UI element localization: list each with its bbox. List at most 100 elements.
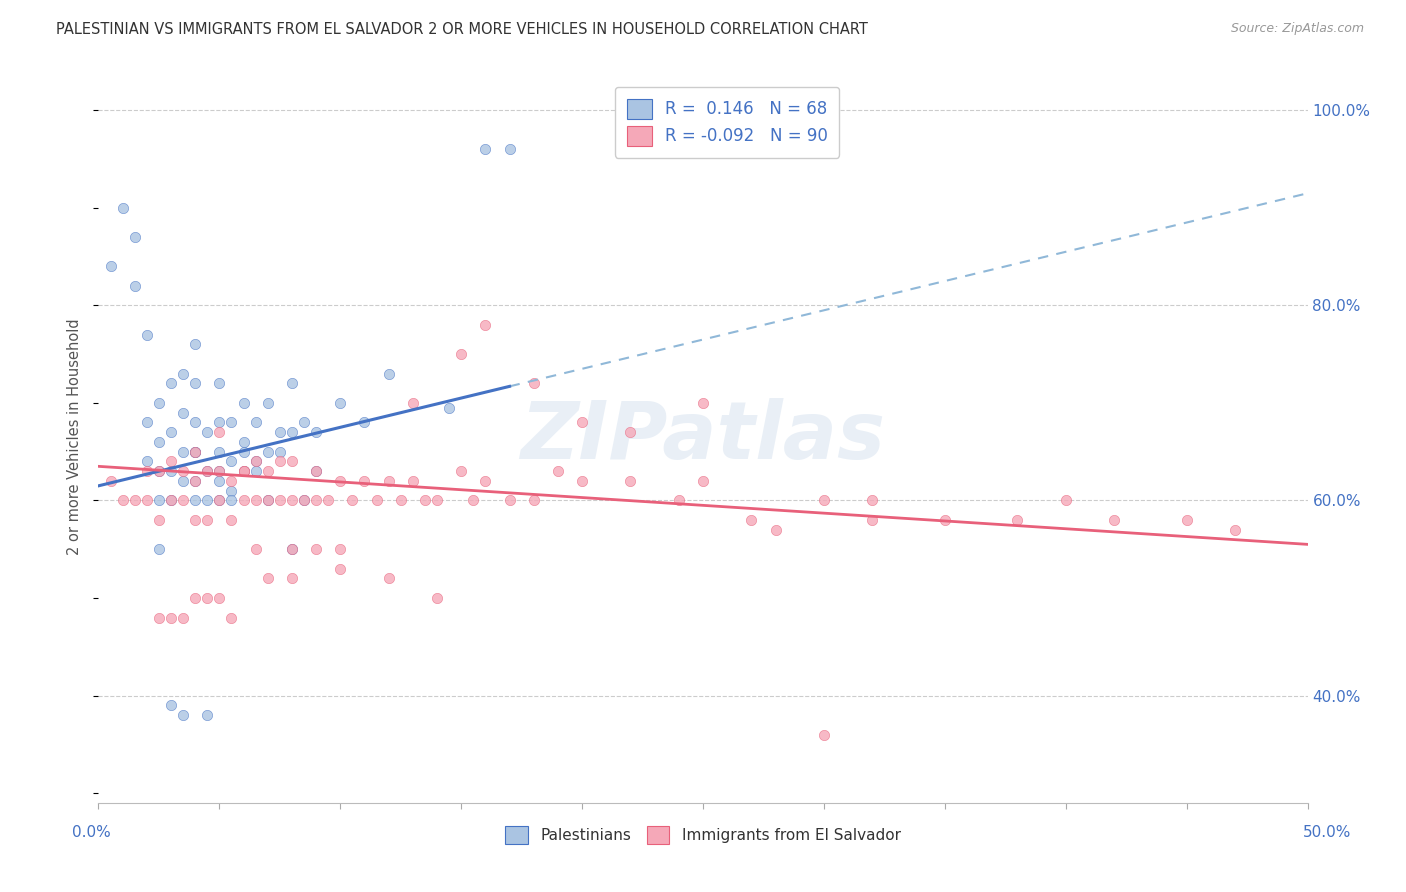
Point [184,474,207,488]
Point [316,493,339,508]
Point [172,406,194,420]
Point [860,493,883,508]
Point [692,396,714,410]
Point [148,396,170,410]
Point [148,610,170,624]
Point [148,513,170,527]
Point [1007,513,1029,527]
Point [232,444,254,458]
Point [148,542,170,557]
Point [305,464,328,478]
Point [256,464,278,478]
Legend: Palestinians, Immigrants from El Salvador: Palestinians, Immigrants from El Salvado… [499,820,907,850]
Point [571,474,593,488]
Point [342,493,364,508]
Point [1223,523,1246,537]
Point [292,493,315,508]
Point [195,591,218,605]
Point [184,416,207,430]
Point [281,493,304,508]
Text: ZIPatlas: ZIPatlas [520,398,886,476]
Point [619,425,641,440]
Point [111,493,134,508]
Point [692,474,714,488]
Point [740,513,762,527]
Point [208,493,231,508]
Point [474,142,496,156]
Point [450,464,472,478]
Point [221,454,243,468]
Point [135,464,157,478]
Point [184,474,207,488]
Point [463,493,485,508]
Point [305,542,328,557]
Point [221,416,243,430]
Point [765,523,787,537]
Point [160,425,183,440]
Point [377,474,399,488]
Point [172,367,194,381]
Point [208,425,231,440]
Point [172,708,194,723]
Point [377,572,399,586]
Point [232,493,254,508]
Point [292,416,315,430]
Point [148,493,170,508]
Point [1054,493,1077,508]
Point [184,493,207,508]
Point [269,444,291,458]
Point [195,464,218,478]
Point [245,493,267,508]
Point [413,493,436,508]
Point [353,474,375,488]
Point [232,396,254,410]
Point [366,493,388,508]
Point [1175,513,1198,527]
Point [232,464,254,478]
Text: 50.0%: 50.0% [1303,825,1351,839]
Point [245,416,267,430]
Point [860,513,883,527]
Point [281,542,304,557]
Point [426,493,449,508]
Point [474,318,496,332]
Point [281,425,304,440]
Point [172,444,194,458]
Point [232,464,254,478]
Point [269,493,291,508]
Point [329,562,352,576]
Point [208,444,231,458]
Point [232,434,254,449]
Point [172,610,194,624]
Point [195,464,218,478]
Point [305,493,328,508]
Point [281,542,304,557]
Point [245,542,267,557]
Point [148,464,170,478]
Point [329,396,352,410]
Point [208,416,231,430]
Point [195,513,218,527]
Y-axis label: 2 or more Vehicles in Household: 2 or more Vehicles in Household [67,318,83,556]
Point [208,474,231,488]
Point [668,493,690,508]
Point [305,425,328,440]
Text: 0.0%: 0.0% [72,825,111,839]
Point [184,337,207,351]
Point [221,513,243,527]
Point [208,376,231,391]
Point [232,464,254,478]
Point [135,493,157,508]
Point [124,279,146,293]
Point [292,493,315,508]
Point [184,591,207,605]
Point [160,464,183,478]
Point [523,493,546,508]
Point [184,513,207,527]
Point [813,727,835,741]
Point [100,260,122,274]
Point [135,327,157,342]
Point [813,493,835,508]
Point [160,493,183,508]
Point [148,464,170,478]
